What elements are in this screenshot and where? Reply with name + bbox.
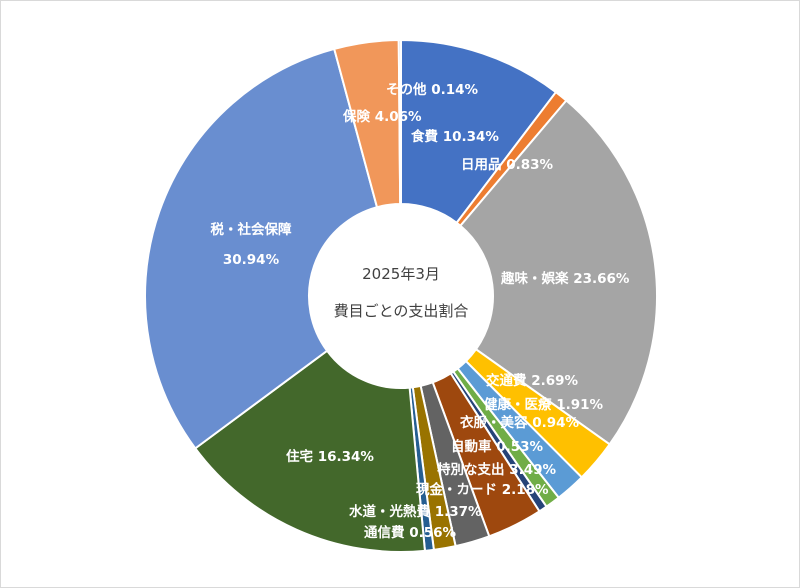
data-label-現金・カード: 現金・カード 2.18%	[416, 481, 549, 498]
chart-subtitle: 費目ごとの支出割合	[334, 302, 469, 320]
data-label-衣服・美容: 衣服・美容 0.94%	[460, 414, 580, 431]
data-label-自動車: 自動車 0.53%	[451, 438, 544, 455]
center-hole	[309, 204, 493, 388]
data-label-保険: 保険 4.06%	[342, 108, 422, 125]
data-label-特別な支出: 特別な支出 3.49%	[437, 461, 557, 478]
data-label-交通費: 交通費 2.69%	[486, 372, 579, 389]
data-label-水道・光熱費: 水道・光熱費 1.37%	[349, 503, 482, 520]
data-label-税・社会保障: 税・社会保障	[211, 221, 292, 238]
data-labels-group: 食費 10.34% 日用品 0.83% 趣味・娯楽 23.66% 交通費 2.69% 健…	[211, 81, 630, 541]
data-label-日用品: 日用品 0.83%	[461, 157, 554, 173]
data-label-健康・医療: 健康・医療 1.91%	[484, 396, 604, 413]
data-label-住宅: 住宅 16.34%	[286, 448, 374, 465]
data-label-value-税・社会保障: 30.94%	[223, 252, 280, 268]
data-label-その他: その他 0.14%	[386, 81, 479, 98]
data-label-趣味・娯楽: 趣味・娯楽 23.66%	[500, 270, 630, 287]
data-label-通信費: 通信費 0.56%	[364, 524, 457, 541]
data-label-食費: 食費 10.34%	[411, 128, 499, 145]
chart-title: 2025年3月	[362, 265, 440, 283]
